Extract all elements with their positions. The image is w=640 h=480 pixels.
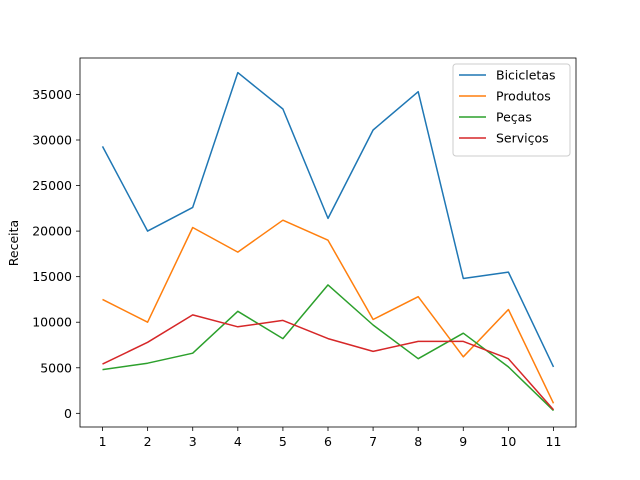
y-tick-label: 5000	[40, 360, 72, 375]
series-layer	[101, 71, 555, 412]
y-tick-label: 25000	[32, 178, 72, 193]
x-tick-label: 10	[500, 434, 516, 449]
x-axis-ticks: 1 2 3 4 5 6 7 8 9 10 11	[99, 427, 562, 449]
series-line-3	[102, 284, 555, 412]
y-axis-label: Receita	[6, 220, 21, 266]
y-tick-label: 30000	[32, 133, 72, 148]
legend-label: Produtos	[496, 89, 551, 104]
x-tick-label: 9	[459, 434, 467, 449]
legend-label: Bicicletas	[496, 68, 556, 83]
legend-label: Serviços	[496, 131, 549, 146]
y-tick-label: 15000	[32, 269, 72, 284]
x-tick-label: 11	[546, 434, 562, 449]
x-tick-label: 3	[189, 434, 197, 449]
series-line-1	[101, 71, 555, 368]
legend-box	[452, 63, 571, 157]
series-line-2	[102, 219, 555, 404]
x-tick-label: 2	[144, 434, 152, 449]
legend-label: Peças	[496, 110, 532, 125]
legend: Bicicletas Produtos Peças Serviços	[452, 63, 571, 157]
x-tick-label: 4	[234, 434, 242, 449]
x-tick-label: 5	[279, 434, 287, 449]
x-tick-label: 6	[324, 434, 332, 449]
plot-frame	[79, 57, 577, 428]
x-tick-label: 8	[414, 434, 422, 449]
y-tick-label: 10000	[32, 315, 72, 330]
x-tick-label: 1	[99, 434, 107, 449]
y-axis-ticks: 0 5000 10000 15000 20000 25000 30000 35000	[32, 87, 80, 421]
y-tick-label: 35000	[32, 87, 72, 102]
series-line-4	[102, 314, 555, 411]
y-tick-label: 20000	[32, 224, 72, 239]
y-tick-label: 0	[64, 406, 72, 421]
x-tick-label: 7	[369, 434, 377, 449]
